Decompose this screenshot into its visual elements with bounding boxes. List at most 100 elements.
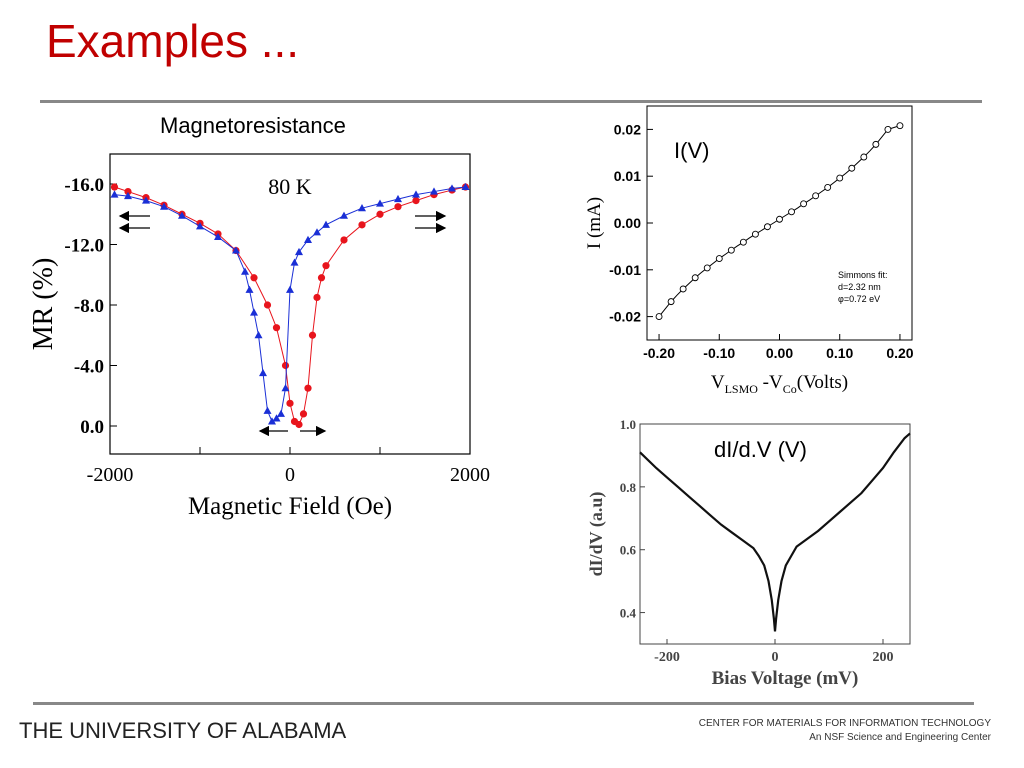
mr-point-down [254,331,263,339]
didv-x-tick-label: 0 [772,650,779,665]
iv-x-axis-label: VLSMO -VCo(Volts) [711,372,848,396]
mr-y-tick-label: -16.0 [64,175,104,196]
mr-point-down [412,190,420,198]
mr-point-down [272,414,281,422]
mr-point-down [196,222,204,230]
iv-point [667,298,675,306]
iv-x-axis-label-part: V [711,372,725,393]
didv-y-tick-label: 0.6 [620,543,637,558]
iv-point [715,255,723,263]
iv-point [727,246,735,254]
iv-y-tick-label: -0.01 [609,262,641,278]
top-rule [40,100,982,103]
mr-point-down [340,211,348,219]
magnetoresistance-chart: -16.0 -12.0 -8.0 -4.0 0.0 -2000 0 2000 Magnetic … [28,153,490,520]
mr-point-up [358,221,366,229]
slide-title: Examples ... [46,15,300,67]
mr-point-down [394,194,402,203]
iv-fit-annotation: φ=0.72 eV [838,294,880,304]
didv-caption: dI/d.V (V) [714,437,807,462]
mr-point-down [277,409,285,417]
mr-point-up [313,293,321,302]
center-subtitle: An NSF Science and Engineering Center [809,732,991,743]
mr-point-up [299,410,308,418]
mr-point-down [286,285,294,293]
iv-point [691,274,699,282]
mr-point-up [308,331,317,339]
mr-x-tick-label: -2000 [87,464,134,486]
iv-point [764,223,771,231]
iv-point [896,122,904,130]
iv-point [788,208,795,216]
iv-y-tick-label: -0.02 [609,309,641,325]
mr-x-tick-label: 0 [285,464,295,486]
mr-point-up [376,210,384,218]
mr-point-down [245,285,254,293]
mr-point-up [412,197,420,205]
iv-point [884,125,892,133]
mr-point-down [160,202,168,210]
iv-point [703,264,711,272]
mr-point-up [394,203,402,211]
center-name: CENTER FOR MATERIALS FOR INFORMATION TEC… [698,718,991,729]
iv-x-tick-label: -0.10 [703,345,735,361]
magnetoresistance-caption: Magnetoresistance [160,113,346,139]
iv-x-axis-label-part: (Volts) [797,372,848,393]
mr-point-up [110,183,119,191]
mr-point-up [295,420,303,429]
iv-point [739,238,747,246]
mr-point-down [290,258,299,266]
iv-point [776,215,783,223]
iv-point [848,164,856,172]
iv-y-axis-label: I (mA) [584,197,605,249]
iv-x-tick-label: 0.10 [826,345,853,361]
didv-y-axis-label: dI/dV (a.u) [586,492,607,577]
didv-curve [639,432,911,632]
mr-point-up [317,274,326,282]
iv-x-tick-label: 0.00 [766,345,793,361]
mr-point-down [124,191,132,200]
iv-y-tick-label: 0.00 [614,215,641,231]
mr-point-down [304,235,312,243]
iv-point [679,285,687,293]
mr-series-line-1 [114,186,466,426]
mr-y-axis-label: MR (%) [28,258,59,351]
iv-point [836,174,844,182]
mr-y-tick-label: 0.0 [80,417,104,438]
mr-point-down [430,187,438,195]
iv-point [751,230,759,238]
didv-chart: 1.0 0.8 0.6 0.4 -200 0 200 Bias Voltage (mV) dI/… [586,417,911,689]
mr-point-down [241,267,249,275]
iv-x-axis-label-part: -V [758,372,783,393]
mr-point-down [358,204,366,212]
iv-fit-annotation: d=2.32 nm [838,282,881,292]
iv-fit-annotation: Simmons fit: [838,270,888,280]
iv-point [860,153,868,161]
iv-caption: I(V) [674,138,710,163]
mr-point-down [268,417,276,425]
mr-y-tick-label: -4.0 [74,357,104,378]
iv-point [655,313,663,321]
bottom-rule [33,702,974,705]
university-name: THE UNIVERSITY OF ALABAMA [19,718,347,743]
mr-point-down [259,368,267,377]
mr-point-up [124,187,132,196]
mr-point-down [263,406,272,414]
didv-x-tick-label: -200 [654,650,680,665]
iv-point [800,200,808,208]
didv-y-tick-label: 0.8 [620,480,637,495]
iv-x-axis-label-part: LSMO [725,382,759,396]
mr-point-down [313,228,321,236]
mr-point-down [110,190,119,198]
mr-y-tick-label: -8.0 [74,296,104,317]
mr-chart-title: 80 K [268,174,312,199]
mr-point-down [250,308,258,316]
didv-y-tick-label: 0.4 [620,606,637,621]
iv-x-tick-label: 0.20 [886,345,913,361]
iv-chart: 0.02 0.01 0.00 -0.01 -0.02 -0.20 -0.10 0.00 0.10… [584,105,914,396]
mr-point-down [448,184,456,192]
didv-y-tick-label: 1.0 [620,417,636,432]
mr-point-up [250,274,258,282]
mr-point-down [322,220,330,228]
mr-point-down [281,383,290,392]
